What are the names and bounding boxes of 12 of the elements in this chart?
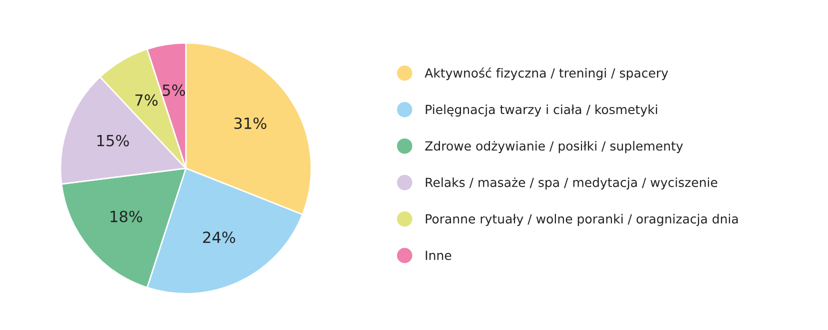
legend-label: Poranne rytuały / wolne poranki / oragnizacja dnia [426, 214, 738, 226]
legend-label: Relaks / masaże / spa / medytacja / wyciszenie [426, 177, 718, 190]
data-label: 24% [203, 232, 236, 244]
legend-label: Inne [426, 250, 452, 260]
legend-label: Zdrowe odżywianie / posiłki / suplementy [425, 140, 683, 154]
data-label: 5% [162, 84, 185, 96]
data-label: 31% [234, 117, 266, 130]
data-label: 7% [135, 94, 158, 106]
legend-label: Pielęgnacja twarzy i ciała / kosmetyki [426, 104, 658, 117]
data-label: 15% [97, 134, 129, 146]
data-label: 18% [110, 210, 142, 222]
legend-label: Aktywność fizyczna / treningi / spacery [424, 68, 668, 80]
